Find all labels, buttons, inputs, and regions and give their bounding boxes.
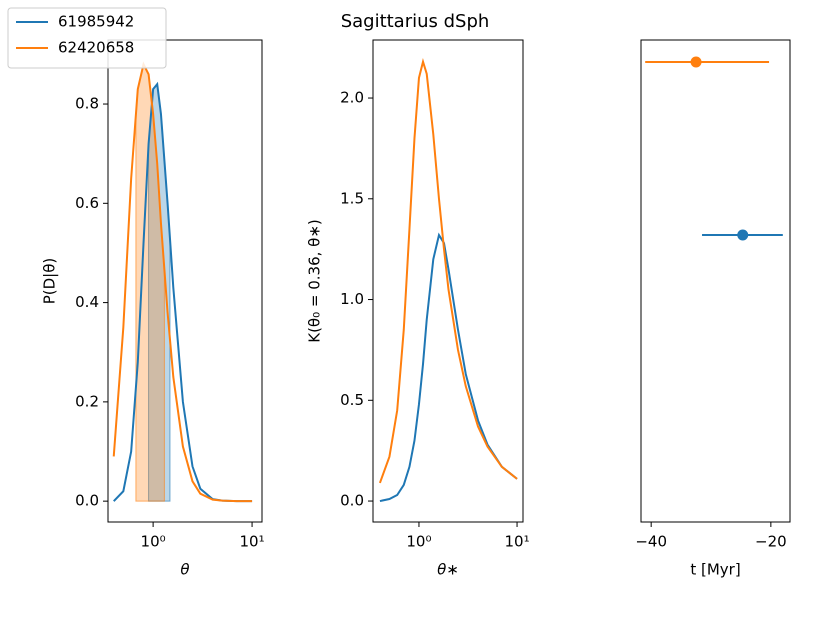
y-tick-label: 0.2 <box>75 392 99 410</box>
y-axis-label: P(D|θ) <box>41 258 59 305</box>
x-tick-label: 10⁰ <box>406 533 431 551</box>
y-tick-label: 0.4 <box>75 293 99 311</box>
axes-frame <box>372 39 524 523</box>
x-axis-label: θ <box>180 561 189 579</box>
x-tick-label: −40 <box>635 533 667 551</box>
legend-label: 62420658 <box>58 39 134 57</box>
plot-area <box>645 56 783 241</box>
y-tick-label: 0.6 <box>75 194 99 212</box>
y-tick-label: 1.0 <box>340 290 364 308</box>
x-axis-label: θ∗ <box>437 561 459 579</box>
point <box>737 229 749 241</box>
x-axis-label: t [Myr] <box>690 561 740 579</box>
axes-frame <box>107 39 263 523</box>
x-tick-label: 10¹ <box>240 533 265 551</box>
x-tick-label: 10⁰ <box>141 533 166 551</box>
line <box>112 61 253 503</box>
y-tick-label: 0.8 <box>75 95 99 113</box>
y-axis-label: K(θ₀ = 0.36, θ∗) <box>306 219 324 343</box>
plot-area <box>378 58 518 503</box>
chart-title: Sagittarius dSph <box>341 11 490 32</box>
y-tick-label: 1.5 <box>340 189 364 207</box>
legend-label: 61985942 <box>58 13 134 31</box>
plot-area <box>112 61 253 503</box>
y-tick-label: 0.0 <box>75 492 99 510</box>
x-tick-label: 10¹ <box>504 533 529 551</box>
y-tick-label: 2.0 <box>340 89 364 107</box>
line <box>378 58 518 484</box>
point <box>690 56 702 68</box>
axes-frame <box>640 39 791 523</box>
line <box>379 232 518 503</box>
y-tick-label: 0.5 <box>340 391 364 409</box>
x-tick-label: −20 <box>755 533 787 551</box>
y-tick-label: 0.0 <box>340 492 364 510</box>
